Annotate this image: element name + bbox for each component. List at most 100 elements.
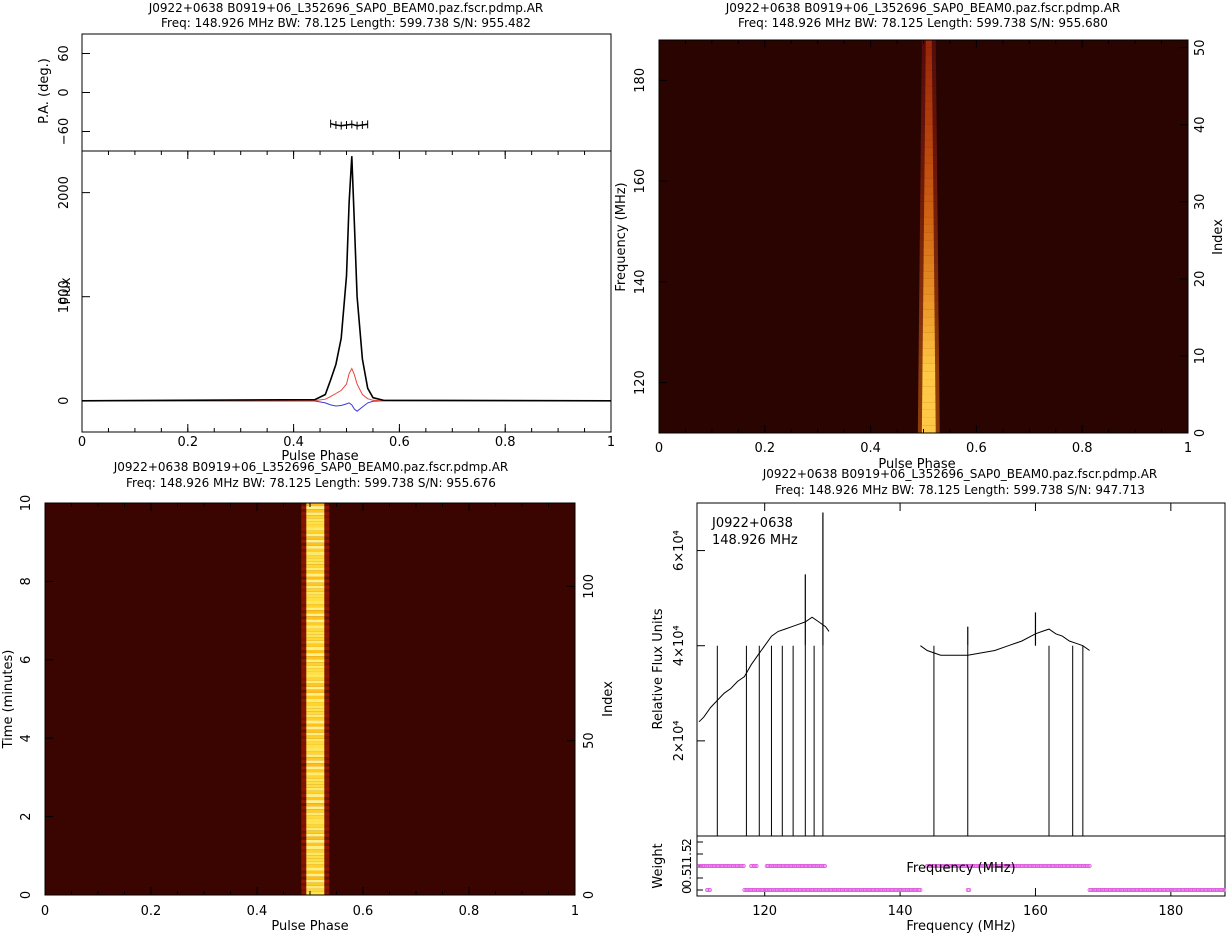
freq-phase-y2-label: Index [1211, 219, 1226, 255]
weights-x-tick-label: 140 [888, 904, 913, 919]
weight-point-zero [1137, 888, 1142, 893]
weight-point-one [814, 864, 819, 869]
freq-phase-pulse-cell [923, 232, 934, 241]
weight-point-one [982, 864, 987, 869]
weight-point-zero [1087, 888, 1092, 893]
weight-point-zero [866, 888, 871, 893]
weight-point-zero [1206, 888, 1211, 893]
time-phase-pulse-cell [306, 778, 325, 783]
weight-point-one [994, 864, 999, 869]
time-phase-pulse-cell [306, 604, 325, 608]
weight-point-zero [759, 888, 764, 893]
weight-point-zero [808, 888, 813, 893]
weight-point-one [980, 864, 985, 869]
weight-point-zero [753, 888, 758, 893]
weight-point-one [929, 864, 934, 869]
time-phase-pulse-cell [306, 683, 325, 688]
freq-phase-pulse-cell [923, 286, 935, 295]
weight-point-zero [1186, 888, 1191, 893]
freq-phase-y2-tick-label: 40 [1193, 116, 1208, 133]
weight-point-one [992, 864, 997, 869]
profile-y-tick-label: 0 [57, 397, 72, 405]
weight-point-zero [757, 888, 762, 893]
pa-panel-frame [81, 33, 612, 152]
time-phase-pulse-cell [306, 588, 325, 593]
weight-point-zero [1213, 888, 1218, 893]
freq-phase-title-line1: J0922+0638 B0919+06_L352696_SAP0_BEAM0.p… [725, 1, 1121, 15]
weight-point-zero [967, 888, 972, 893]
weight-point-zero [1218, 888, 1223, 893]
time-phase-pulse-cell [306, 518, 325, 522]
time-phase-pulse-cell [306, 594, 325, 599]
time-phase-pulse-cell [306, 699, 325, 703]
weight-point-zero [908, 888, 913, 893]
weight-point-zero [743, 888, 748, 893]
time-phase-pulse-cell [306, 686, 325, 691]
weight-point-zero [1170, 888, 1175, 893]
weight-point-one [703, 864, 708, 869]
weight-point-one [937, 864, 942, 869]
time-phase-pulse-cell [306, 555, 325, 559]
weight-point-zero [1168, 888, 1173, 893]
weight-point-zero [1195, 888, 1200, 893]
profile-y-tick-label: 1000 [57, 280, 72, 313]
weight-point-one [1040, 864, 1045, 869]
weight-point-zero [858, 888, 863, 893]
weight-point-zero [829, 888, 834, 893]
weight-point-zero [907, 888, 912, 893]
weight-point-zero [1208, 888, 1213, 893]
weight-point-zero [797, 888, 802, 893]
weight-point-zero [800, 888, 805, 893]
weight-point-zero [1159, 888, 1164, 893]
profile-linear-line [81, 367, 611, 402]
weight-point-zero [1176, 888, 1181, 893]
weight-point-one [1048, 864, 1053, 869]
weight-point-zero [1118, 888, 1123, 893]
weight-point-one [934, 864, 939, 869]
time-phase-pulse-cell [306, 582, 325, 587]
weight-point-zero [869, 888, 874, 893]
weight-point-one [988, 864, 993, 869]
weight-point-one [976, 864, 981, 869]
weight-point-zero [904, 888, 909, 893]
freq-phase-pulse-cell [922, 340, 935, 349]
weight-point-zero [1113, 888, 1118, 893]
bandpass-frame [696, 502, 1226, 837]
profile-x-tick-label: 1 [607, 435, 615, 450]
weight-point-one [942, 864, 947, 869]
time-phase-pulse-cell [306, 668, 325, 672]
weight-point-one [971, 864, 976, 869]
time-phase-pulse-cell [306, 539, 325, 544]
weight-point-one [802, 864, 807, 869]
freq-phase-pulse-cell [922, 379, 936, 388]
time-phase-pulse-cell [306, 882, 325, 887]
time-phase-pulse-cell [306, 671, 325, 675]
weight-point-one [1015, 864, 1020, 869]
weight-point-one [805, 864, 810, 869]
freq-phase-x-tick-label: 1 [1184, 441, 1192, 456]
weight-point-one [995, 864, 1000, 869]
weight-point-zero [888, 888, 893, 893]
weight-point-zero [778, 888, 783, 893]
weight-point-one [787, 864, 792, 869]
weight-point-one [808, 864, 813, 869]
weight-point-zero [792, 888, 797, 893]
weight-point-one [778, 864, 783, 869]
weight-point-one [725, 864, 730, 869]
weight-point-one [1067, 864, 1072, 869]
weight-point-zero [1121, 888, 1126, 893]
freq-phase-y2-tick-label: 10 [1193, 348, 1208, 365]
freq-phase-pulse-cell [924, 186, 934, 195]
weight-point-zero [1144, 888, 1149, 893]
weight-point-zero [847, 888, 852, 893]
freq-phase-pulse-cell [922, 355, 936, 365]
weight-point-zero [1158, 888, 1163, 893]
freq-phase-pulse-cell [924, 209, 934, 218]
weight-point-zero [806, 888, 811, 893]
weight-point-zero [1217, 888, 1222, 893]
time-phase-pulse-cell [306, 573, 325, 577]
weight-point-one [1074, 864, 1079, 869]
time-phase-pulse-cell [306, 702, 325, 706]
weight-point-zero [903, 888, 908, 893]
time-phase-pulse-cell [306, 717, 325, 721]
